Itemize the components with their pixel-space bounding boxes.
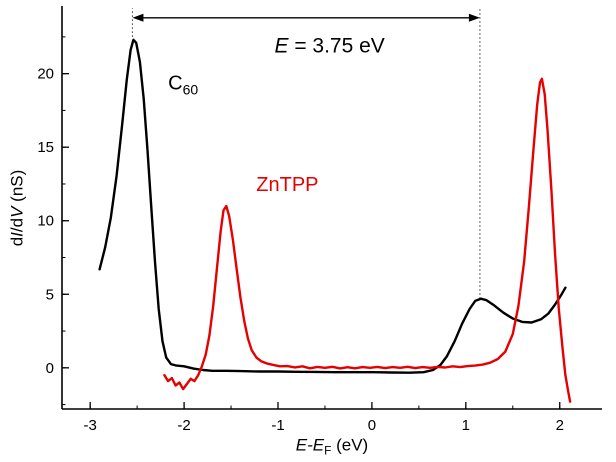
curve-zntpp (163, 77, 572, 403)
annotation-c60-label: C60 (168, 74, 198, 97)
x-tick-label: 2 (556, 417, 564, 434)
y-axis-label-unit: (nS) (7, 169, 27, 207)
x-tick-label: 0 (368, 417, 376, 434)
y-tick-label: 0 (46, 360, 54, 377)
y-tick-label: 5 (46, 286, 54, 303)
energy-symbol: E (274, 34, 289, 58)
energy-value: = 3.75 eV (288, 34, 385, 58)
annotation-zntpp-label: ZnTPP (256, 174, 319, 197)
y-tick-label: 20 (37, 66, 54, 83)
c60-label-sub: 60 (182, 81, 199, 98)
curve-c60 (98, 38, 567, 374)
x-tick-label: -3 (84, 417, 97, 434)
y-tick-label: 10 (37, 213, 54, 230)
x-tick-label: -1 (271, 417, 284, 434)
x-axis-label-subscript: F (324, 443, 332, 458)
y-axis-label-v: V (7, 206, 27, 218)
x-axis-label-symbol: E-E (295, 435, 325, 455)
x-axis-label: E-EF (eV) (296, 436, 368, 457)
x-tick-label: 1 (462, 417, 470, 434)
x-tick-label: -2 (177, 417, 190, 434)
y-axis-label-dv: /d (7, 217, 27, 232)
y-axis-label: dI/dV (nS) (7, 169, 27, 246)
annotation-energy-gap: E = 3.75 eV (274, 35, 384, 56)
y-tick-label: 15 (37, 139, 54, 156)
c60-label-main: C (168, 72, 183, 95)
energy-arrow-head-left (132, 13, 144, 22)
x-axis-label-unit: (eV) (331, 435, 369, 455)
energy-arrow-head-right (468, 13, 480, 22)
y-axis-label-d1: d (7, 236, 27, 246)
